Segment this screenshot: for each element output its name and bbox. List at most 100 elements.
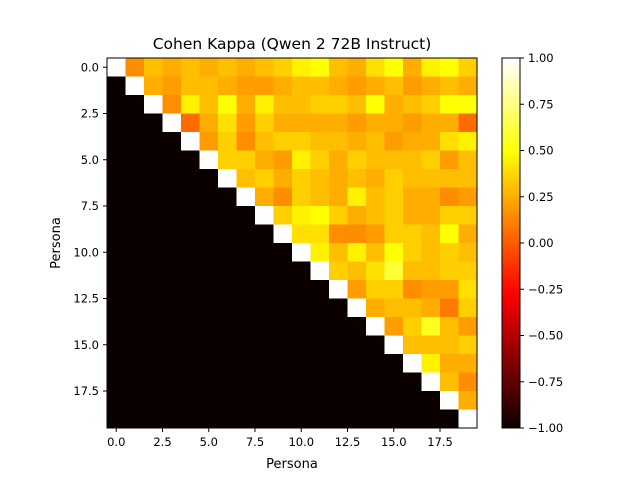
heatmap-cell [236, 187, 256, 207]
heatmap-cell [329, 261, 348, 281]
heatmap-cell [329, 372, 348, 392]
heatmap-cell [421, 95, 441, 114]
heatmap-cell [273, 280, 293, 299]
colorbar-tick-label: 0.75 [528, 97, 554, 111]
heatmap-cell [440, 243, 459, 262]
heatmap-cell [273, 95, 293, 114]
heatmap-cell [421, 206, 441, 225]
heatmap-cell [125, 150, 145, 170]
heatmap-cell [366, 224, 385, 244]
heatmap-cell [125, 206, 145, 225]
heatmap-cell [347, 317, 367, 336]
heatmap-cell [329, 95, 348, 114]
heatmap-cell [162, 132, 182, 151]
colorbar-tick-label: −1.00 [528, 421, 563, 435]
heatmap-cell [421, 224, 441, 244]
heatmap-cell [440, 132, 459, 151]
heatmap-cell [199, 113, 219, 133]
heatmap-cell [273, 372, 293, 392]
heatmap-cell [458, 187, 478, 207]
heatmap-cell [403, 206, 422, 225]
heatmap-cell [310, 76, 330, 96]
heatmap-cell [292, 187, 311, 207]
x-axis-label: Persona [266, 457, 318, 472]
heatmap-cell [403, 391, 422, 410]
heatmap-cell [384, 150, 404, 170]
heatmap-cell [421, 169, 441, 188]
y-tick-label: 17.5 [73, 384, 99, 398]
heatmap-cell [199, 169, 219, 188]
heatmap-cell [255, 372, 274, 392]
heatmap-cell [107, 391, 126, 410]
heatmap-cell [292, 409, 311, 429]
heatmap-cell [310, 409, 330, 429]
heatmap-cell [292, 372, 311, 392]
heatmap-cell [273, 317, 293, 336]
x-tick-label: 5.0 [200, 435, 218, 449]
heatmap-cell [273, 335, 293, 355]
heatmap-cell [125, 95, 145, 114]
heatmap-cell [329, 113, 348, 133]
colorbar-tick-label: 0.50 [528, 144, 554, 158]
heatmap-cell [255, 132, 274, 151]
heatmap-cell [421, 187, 441, 207]
heatmap-cell [181, 354, 200, 373]
heatmap-cell [440, 187, 459, 207]
heatmap-cell [458, 95, 478, 114]
heatmap-cell [125, 187, 145, 207]
heatmap-cell [440, 261, 459, 281]
heatmap-cell [440, 391, 459, 410]
heatmap-cell [162, 58, 182, 77]
heatmap-cell [273, 58, 293, 77]
heatmap-cell [329, 58, 348, 77]
heatmap-cell [310, 391, 330, 410]
heatmap-cell [236, 354, 256, 373]
heatmap-cell [310, 58, 330, 77]
heatmap-cell [458, 224, 478, 244]
heatmap-cell [421, 150, 441, 170]
heatmap-cell [162, 243, 182, 262]
heatmap-cell [236, 391, 256, 410]
heatmap-cell [440, 335, 459, 355]
heatmap-cell [273, 132, 293, 151]
heatmap-cell [384, 187, 404, 207]
heatmap-cell [403, 224, 422, 244]
heatmap-cell [107, 150, 126, 170]
heatmap-cell [458, 317, 478, 336]
heatmap-cell [366, 280, 385, 299]
heatmap-cell [107, 354, 126, 373]
heatmap-cell [347, 243, 367, 262]
heatmap-cell [403, 354, 422, 373]
heatmap-cell [218, 298, 237, 318]
heatmap-cell [199, 95, 219, 114]
heatmap-cell [107, 261, 126, 281]
heatmap-cell [144, 206, 163, 225]
heatmap-cell [366, 150, 385, 170]
heatmap-cell [162, 206, 182, 225]
heatmap-cell [310, 206, 330, 225]
heatmap-cell [162, 372, 182, 392]
heatmap-cell [310, 95, 330, 114]
heatmap-cell [218, 187, 237, 207]
heatmap-cell [458, 58, 478, 77]
heatmap-cell [144, 298, 163, 318]
heatmap-cell [236, 95, 256, 114]
heatmap-cell [162, 298, 182, 318]
heatmap-cell [144, 95, 163, 114]
heatmap-cell [347, 335, 367, 355]
heatmap-cell [144, 187, 163, 207]
heatmap-cell [218, 354, 237, 373]
y-tick-label: 12.5 [73, 292, 99, 306]
heatmap-cell [292, 58, 311, 77]
heatmap-cell [403, 132, 422, 151]
heatmap-cell [366, 372, 385, 392]
heatmap-cell [403, 95, 422, 114]
heatmap-cell [403, 58, 422, 77]
heatmap-cell [384, 224, 404, 244]
heatmap-cell [255, 298, 274, 318]
heatmap-cell [125, 280, 145, 299]
heatmap-cell [199, 58, 219, 77]
y-tick-label: 15.0 [73, 338, 99, 352]
heatmap-cell [181, 335, 200, 355]
